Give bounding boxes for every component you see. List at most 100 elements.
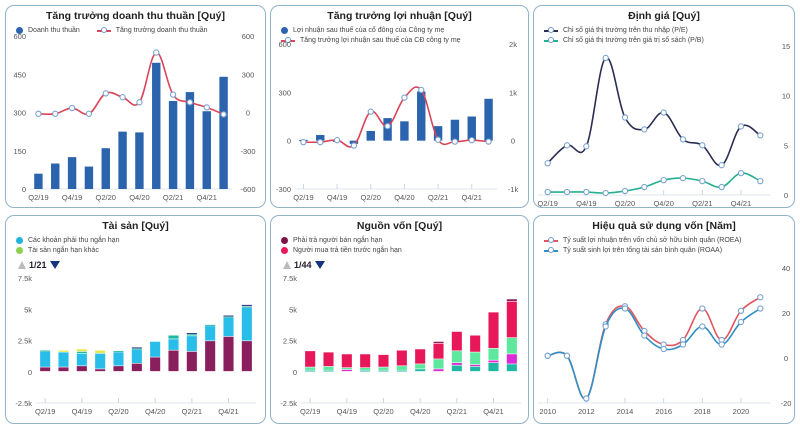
x-tick-label: Q4/21 — [218, 407, 238, 416]
y-right-tick-label: 20 — [782, 309, 790, 318]
pb-point — [660, 176, 667, 184]
y-left-tick-label: 150 — [13, 147, 26, 156]
x-tick-label: Q4/21 — [462, 193, 482, 202]
pager-down-arrow-icon[interactable] — [49, 261, 60, 269]
stacked-bar-segment — [76, 353, 87, 366]
x-tick-label: Q2/21 — [692, 199, 712, 208]
y-left-tick-label: 0 — [28, 368, 32, 377]
legend-item-pb[interactable]: Chỉ số giá thị trường trên giá trị sổ sá… — [544, 36, 704, 46]
pager-up-arrow-icon[interactable] — [18, 261, 26, 269]
legend-dot-icon — [16, 237, 23, 244]
x-tick-label: Q2/21 — [163, 193, 183, 202]
stacked-bar-segment — [433, 359, 444, 369]
revenue-growth-point — [169, 91, 177, 98]
x-tick-label: Q4/19 — [327, 193, 347, 202]
stacked-bar-segment — [451, 363, 462, 365]
pager-up-arrow-icon[interactable] — [283, 261, 291, 269]
stacked-bar-segment — [470, 366, 481, 372]
legend-line-marker-icon — [281, 36, 295, 44]
legend: Lợi nhuận sau thuế của cổ đông của Công … — [281, 26, 461, 46]
x-tick-label: Q2/19 — [300, 407, 320, 416]
revenue-growth-line — [38, 51, 224, 116]
stacked-bar-segment — [506, 354, 517, 364]
chart-assets: Q2/19 Q4/19 Q2/20 Q4/20 Q2/21 Q4/21 -2.5k 0 2.5k… — [15, 274, 256, 416]
stacked-bar-segment — [506, 301, 517, 338]
y-right-tick-label: -600 — [240, 185, 255, 194]
stacked-bar-segment — [360, 354, 371, 368]
stacked-bar-segment — [131, 349, 142, 364]
bar-revenue — [219, 76, 228, 189]
stacked-bar-segment — [433, 369, 444, 372]
bar-profit — [349, 140, 359, 144]
pb-point — [544, 188, 551, 196]
profit-growth-point — [485, 138, 492, 145]
revenue-growth-point — [35, 110, 42, 117]
bar-revenue — [67, 157, 77, 189]
roaa-point — [563, 352, 571, 359]
legend-item-roaa[interactable]: Tỷ suất sinh lợi trên tổng tài sản bình … — [544, 246, 741, 256]
x-tick-label: Q4/21 — [731, 199, 751, 208]
stacked-bar-segment — [415, 369, 426, 372]
pager-label: 1/21 — [29, 260, 47, 270]
panel-title: Hiệu quả sử dụng vốn [Năm] — [592, 220, 736, 232]
stacked-bar-segment — [323, 366, 334, 370]
legend-item-roea[interactable]: Tỷ suất lợi nhuận trên vốn chủ sở hữu bì… — [544, 236, 741, 246]
stacked-bar-segment — [76, 351, 87, 354]
legend-line-marker-icon — [544, 236, 558, 244]
stacked-bar-segment — [186, 336, 197, 352]
stacked-bar-segment — [451, 331, 462, 351]
stacked-bar-segment — [95, 369, 106, 372]
legend-item-advances[interactable]: Người mua trả tiền trước ngắn hạn — [281, 246, 402, 256]
legend-item-pe[interactable]: Chỉ số giá thị trường trên thu nhập (P/E… — [544, 26, 704, 36]
bar-profit — [484, 98, 493, 141]
profit-growth-point — [367, 108, 374, 115]
legend-item-payables[interactable]: Phải trả người bán ngắn hạn — [281, 236, 402, 246]
stacked-bar-segment — [168, 335, 179, 339]
legend-line-marker-icon — [544, 26, 558, 34]
pe-point — [660, 109, 667, 116]
stacked-bar-segment — [241, 308, 252, 341]
stacked-bar-segment — [40, 367, 51, 372]
y-right-tick-label: 600 — [242, 32, 255, 41]
panel-assets: Tài sản [Quý] Các khoản phải thu ngắn hạ… — [5, 215, 266, 424]
legend-line-marker-icon — [96, 26, 111, 34]
bar-profit — [467, 116, 476, 141]
y-left-tick-label: 2.5k — [18, 337, 32, 346]
y-left-tick-label: -2.5k — [280, 399, 297, 408]
legend-item-profit-growth[interactable]: Tăng trưởng lợi nhuận sau thuế của CĐ cô… — [281, 36, 461, 46]
x-tick-label: Q4/21 — [197, 193, 217, 202]
bar-revenue — [101, 148, 110, 189]
legend-item-other-assets[interactable]: Tài sản ngắn hạn khác — [16, 246, 119, 256]
pager-down-arrow-icon[interactable] — [314, 261, 325, 269]
y-right-tick-label: 1k — [509, 88, 517, 97]
stacked-bar-segment — [241, 341, 252, 372]
panel-capital-efficiency: Hiệu quả sử dụng vốn [Năm] Tỷ suất lợi n… — [533, 215, 795, 424]
stacked-bar-segment — [360, 370, 371, 372]
legend-dot-icon — [281, 237, 288, 244]
stacked-bar-segment — [378, 354, 389, 367]
y-left-tick-label: -300 — [276, 185, 291, 194]
pb-point — [679, 174, 687, 182]
y-left-tick-label: -2.5k — [15, 399, 32, 408]
revenue-growth-point — [68, 104, 76, 112]
pb-point — [718, 183, 725, 191]
revenue-growth-point — [153, 49, 160, 56]
x-tick-label: Q2/19 — [35, 407, 55, 416]
bar-revenue — [135, 132, 144, 189]
stacked-bar-segment — [506, 338, 517, 354]
stacked-bar-segment — [341, 368, 352, 370]
bar-profit — [400, 121, 409, 141]
stacked-bar-segment — [113, 366, 124, 372]
x-tick-label: Q4/20 — [129, 193, 149, 202]
panel-valuation: Định giá [Quý] Chỉ số giá thị trường trê… — [533, 5, 795, 208]
legend-item-profit[interactable]: Lợi nhuận sau thuế của cổ đông của Công … — [281, 26, 461, 36]
legend: Phải trả người bán ngắn hạn Người mua tr… — [281, 236, 402, 256]
stacked-bar-segment — [205, 341, 216, 372]
stacked-bar-segment — [131, 348, 142, 350]
stacked-bar-segment — [205, 324, 216, 326]
stacked-bar-segment — [205, 326, 216, 341]
legend-item-revenue[interactable]: Doanh thu thuần Tăng trưởng doanh thu th… — [16, 26, 208, 36]
legend-item-receivables[interactable]: Các khoản phải thu ngắn hạn — [16, 236, 119, 246]
bar-profit — [366, 131, 375, 141]
panel-revenue-growth: Tăng trưởng doanh thu thuần [Quý] Doanh … — [5, 5, 266, 208]
